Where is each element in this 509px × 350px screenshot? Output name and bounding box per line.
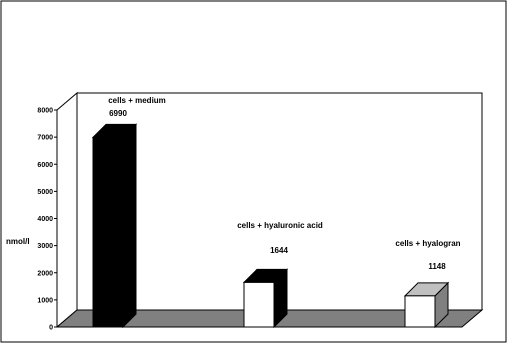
data-label: 1644 [270,246,288,255]
y-tick-label: 6000 [37,162,53,169]
category-label: cells + medium [108,96,166,105]
category-label: cells + hyalogran [395,239,460,248]
category-label: cells + hyaluronic acid [237,221,323,230]
y-tick-label: 4000 [37,216,53,223]
y-axis-label: nmol/l [6,237,30,246]
y-tick-label: 8000 [37,108,53,115]
back-wall-outline [77,92,483,310]
y-tick-label: 1000 [37,297,53,304]
data-label: 6990 [109,109,127,118]
bar-cells-hyalogran [403,281,450,329]
y-tick-label: 5000 [37,189,53,196]
bar-front [92,136,124,328]
y-tick-label: 0 [49,325,53,332]
y-tick-label: 3000 [37,243,53,250]
bar-cells-medium [91,123,138,329]
bar-front [243,281,275,328]
bar-front [404,295,436,328]
y-tick-label: 7000 [37,135,53,142]
bar-side [122,123,137,329]
data-label: 1148 [428,262,446,271]
bar-cells-hyaluronic-acid [242,268,289,329]
y-tick-label: 2000 [37,270,53,277]
